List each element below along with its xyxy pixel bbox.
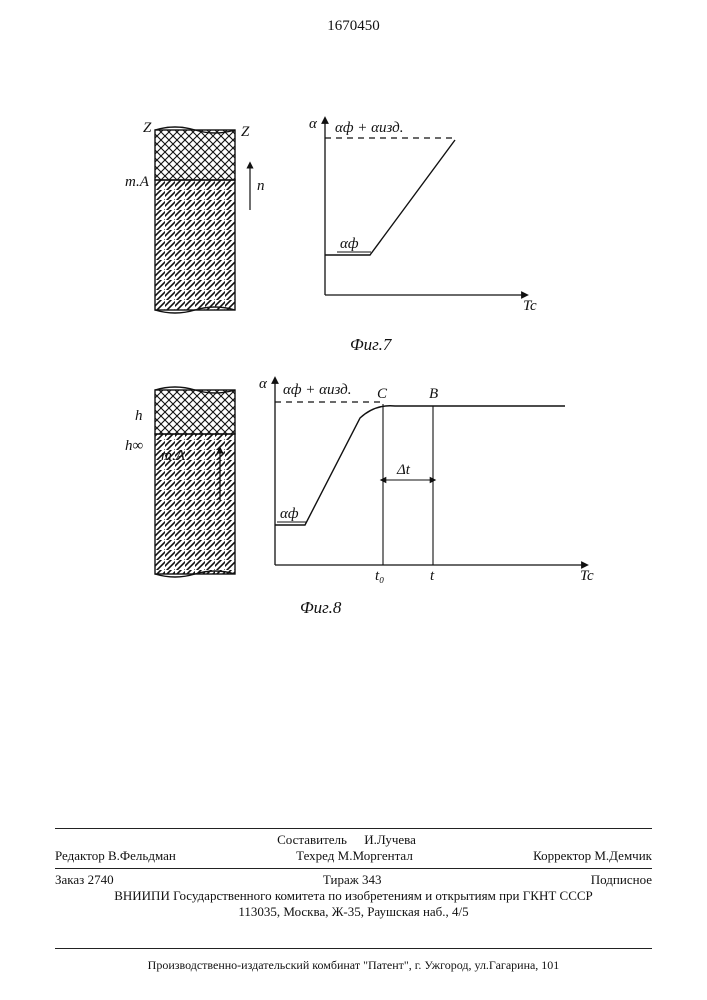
fig8-upper-label: αф + αизд. [283, 382, 352, 398]
fig8-label-t: t [430, 568, 435, 584]
fig7-graph: α Tc αф + αизд. αф [309, 116, 537, 314]
compiler-label: Составитель [277, 832, 347, 847]
editor-label: Редактор [55, 848, 105, 863]
techred-label: Техред [296, 848, 334, 863]
compiler-row: Составитель И.Лучева [55, 832, 652, 848]
fig8-label-a: т.А [161, 448, 186, 464]
tirazh-val: 343 [362, 872, 382, 887]
fig8-label-b: В [429, 386, 438, 402]
fig8-lower-label: αф [280, 506, 299, 522]
fig7-upper-label: αф + αизд. [335, 120, 404, 136]
fig7-bar: Z Z т.А n [125, 120, 265, 313]
fig7-label-n: n [257, 178, 265, 194]
fig7-svg: Z Z т.А n α Tc αф + αизд. αф [125, 120, 565, 325]
fig8-graph: α Tc αф + αизд. αф С В t₀ t Δt [259, 376, 594, 584]
fig7-x-label: Tc [523, 298, 537, 314]
tirazh-label: Тираж [323, 872, 359, 887]
org-line2: 113035, Москва, Ж-35, Раушская наб., 4/5 [55, 904, 652, 920]
fig8-svg: h h∞ т.А α Tc αф + αизд. αф С В t₀ [125, 380, 595, 595]
fig7-caption: Фиг.7 [350, 335, 391, 355]
fig8-label-h: h [135, 408, 143, 424]
editor-name: В.Фельдман [108, 848, 176, 863]
fig7-y-label: α [309, 116, 318, 132]
fig8-caption: Фиг.8 [300, 598, 341, 618]
fig7-lower-label: αф [340, 236, 359, 252]
subscription: Подписное [591, 872, 652, 888]
corrector-name: М.Демчик [594, 848, 652, 863]
fig7-z-left: Z [143, 120, 152, 136]
credits-block: Составитель И.Лучева Редактор В.Фельдман… [55, 828, 652, 920]
techred-name: М.Моргентал [338, 848, 413, 863]
footer: Производственно-издательский комбинат "П… [55, 958, 652, 973]
fig8-label-hinf: h∞ [125, 438, 144, 454]
order-label: Заказ [55, 872, 84, 887]
corrector-label: Корректор [533, 848, 591, 863]
fig7-label-a: т.А [125, 174, 150, 190]
org-line1: ВНИИПИ Государственного комитета по изоб… [55, 888, 652, 904]
page-number: 1670450 [0, 18, 707, 35]
fig8-bar: h h∞ т.А [125, 387, 235, 577]
fig8-label-c: С [377, 386, 388, 402]
compiler-name: И.Лучева [364, 832, 416, 847]
fig8-label-t0: t₀ [375, 568, 384, 584]
fig7-z-right: Z [241, 124, 250, 140]
fig8-y-label: α [259, 376, 268, 392]
fig8-label-dt: Δt [396, 462, 411, 478]
order-no: 2740 [88, 872, 114, 887]
fig8-x-label: Tc [580, 568, 594, 584]
